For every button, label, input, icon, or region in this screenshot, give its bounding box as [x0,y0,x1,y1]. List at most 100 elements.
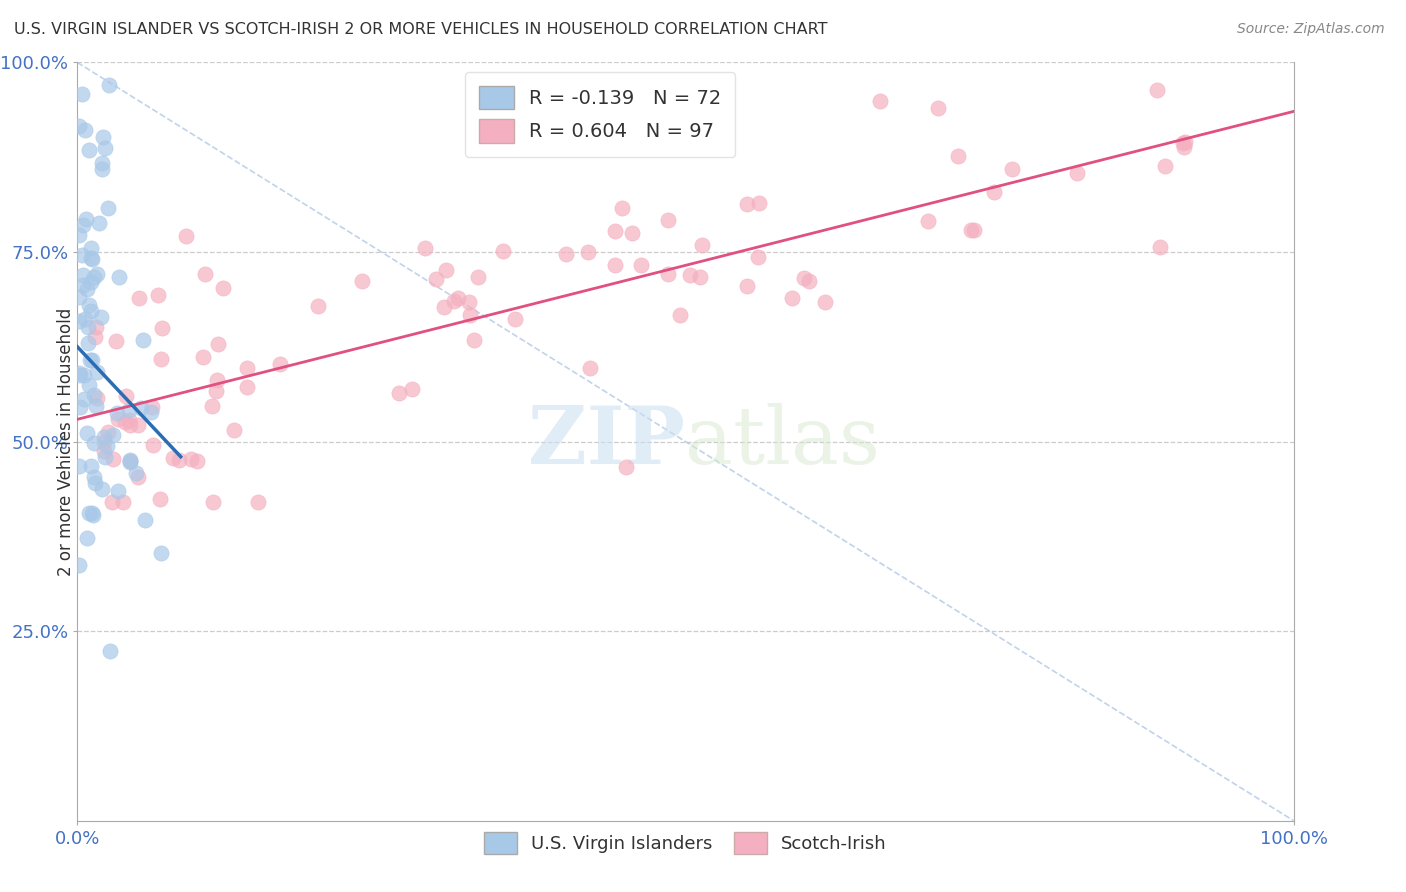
Point [150,352,173,367]
Point [869,95,891,109]
Point [73,392,96,406]
Point [115,388,138,402]
Point [610,202,633,216]
Point [76,425,98,440]
Point [927,102,949,116]
Point [1153,159,1175,173]
Point [235,380,257,394]
Point [747,250,769,264]
Point [98,78,121,92]
Point [83,388,105,402]
Point [180,451,202,466]
Point [118,455,141,469]
Point [657,213,679,227]
Point [82,506,104,520]
Point [959,223,981,237]
Point [69,314,91,328]
Y-axis label: 2 or more Vehicles in Household: 2 or more Vehicles in Household [58,308,75,575]
Point [120,454,142,468]
Point [69,368,91,383]
Point [77,143,100,157]
Point [202,495,225,509]
Point [72,248,94,262]
Point [814,294,837,309]
Point [139,404,162,418]
Point [77,506,100,520]
Point [236,361,259,376]
Point [91,161,114,176]
Point [118,413,141,427]
Point [269,358,291,372]
Point [101,495,124,509]
Point [605,258,627,272]
Point [780,291,803,305]
Point [212,281,235,295]
Point [222,423,245,437]
Point [86,365,108,379]
Point [80,251,103,265]
Point [97,201,120,215]
Point [689,269,711,284]
Point [101,428,124,442]
Legend: U.S. Virgin Islanders, Scotch-Irish: U.S. Virgin Islanders, Scotch-Irish [477,824,894,861]
Point [107,483,129,498]
Point [555,247,578,261]
Point [118,453,141,467]
Point [79,458,101,473]
Point [630,258,652,272]
Point [1173,136,1195,150]
Point [463,334,485,348]
Point [433,300,456,314]
Text: atlas: atlas [686,402,880,481]
Point [107,411,129,425]
Point [141,400,163,414]
Point [603,224,626,238]
Point [917,213,939,227]
Point [72,268,94,282]
Point [82,252,104,266]
Point [1173,140,1195,154]
Point [467,269,489,284]
Point [76,320,98,334]
Point [434,262,457,277]
Point [505,312,527,326]
Point [84,400,107,414]
Point [127,418,149,433]
Point [1146,83,1168,97]
Point [678,268,700,282]
Point [89,216,111,230]
Point [735,279,758,293]
Point [194,267,217,281]
Point [946,149,969,163]
Point [73,123,96,137]
Point [1066,166,1088,180]
Point [205,384,228,398]
Point [125,466,148,480]
Point [120,418,142,433]
Point [458,309,481,323]
Point [201,399,224,413]
Point [76,282,98,296]
Point [67,228,90,243]
Point [80,275,103,289]
Point [669,308,692,322]
Point [799,274,821,288]
Point [1171,136,1194,150]
Text: ZIP: ZIP [529,402,686,481]
Point [446,291,468,305]
Point [79,241,101,255]
Point [149,492,172,507]
Point [205,373,228,387]
Point [748,196,770,211]
Point [576,244,599,259]
Point [352,274,374,288]
Point [72,278,94,293]
Point [983,185,1005,199]
Point [128,291,150,305]
Point [247,495,270,509]
Point [100,644,122,658]
Point [80,304,103,318]
Point [90,310,112,324]
Point [67,558,90,572]
Point [162,451,184,466]
